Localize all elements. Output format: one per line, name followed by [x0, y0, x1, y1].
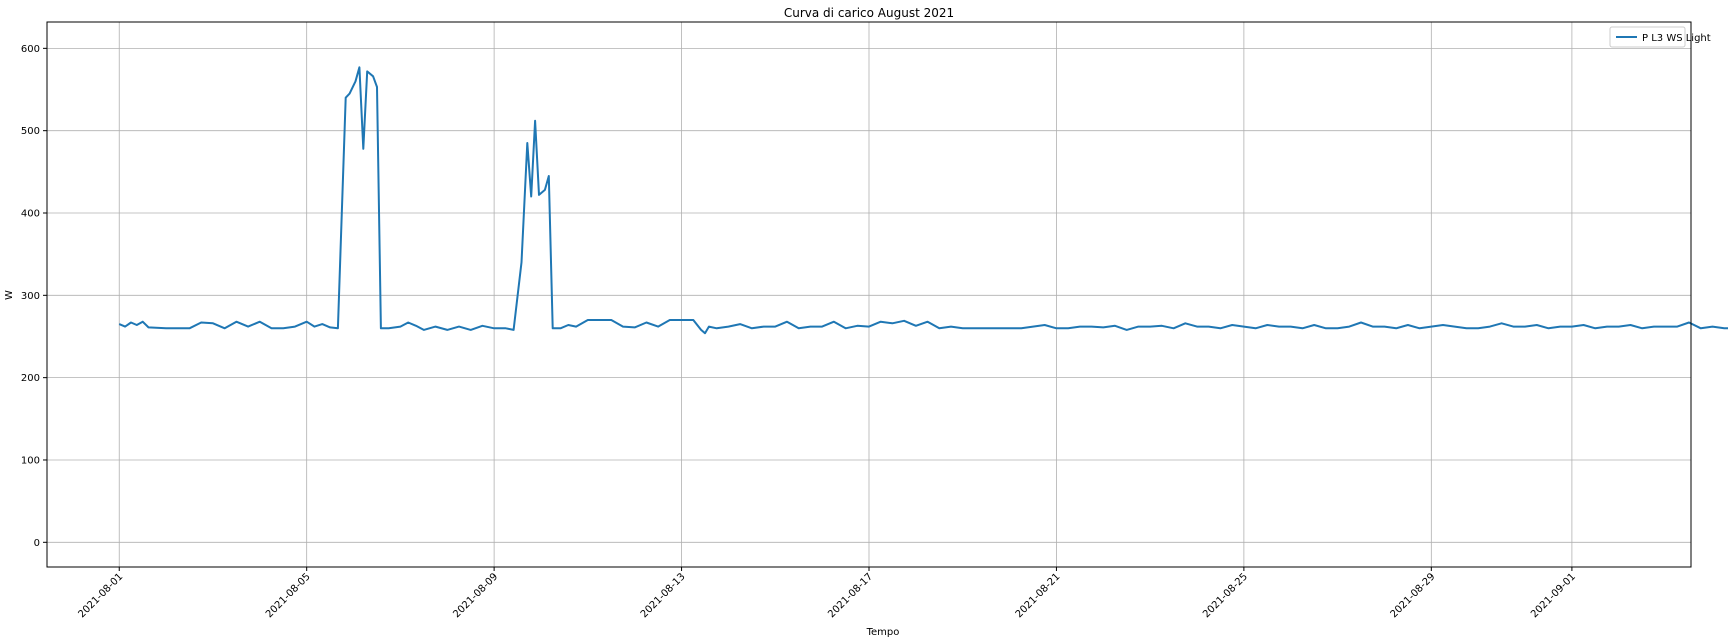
plot-area — [118, 66, 1728, 335]
y-tick-label: 300 — [21, 291, 40, 302]
grid — [47, 22, 1691, 567]
series-line — [118, 66, 1728, 335]
legend-label: P L3 WS Light — [1642, 33, 1711, 44]
legend-box — [1609, 26, 1686, 48]
legend: P L3 WS Light — [1609, 26, 1711, 48]
y-tick-label: 200 — [21, 373, 40, 384]
x-axis-label: Tempo — [866, 627, 900, 638]
y-tick-label: 500 — [21, 126, 40, 137]
y-tick-label: 600 — [21, 44, 40, 55]
y-axis-label: W — [4, 290, 15, 300]
y-axis: 0 100 200 300 400 500 600 — [21, 44, 47, 549]
y-tick-label: 0 — [34, 538, 40, 549]
y-tick-label: 100 — [21, 455, 40, 466]
y-tick-label: 400 — [21, 208, 40, 219]
chart-title: Curva di carico August 2021 — [784, 6, 954, 20]
